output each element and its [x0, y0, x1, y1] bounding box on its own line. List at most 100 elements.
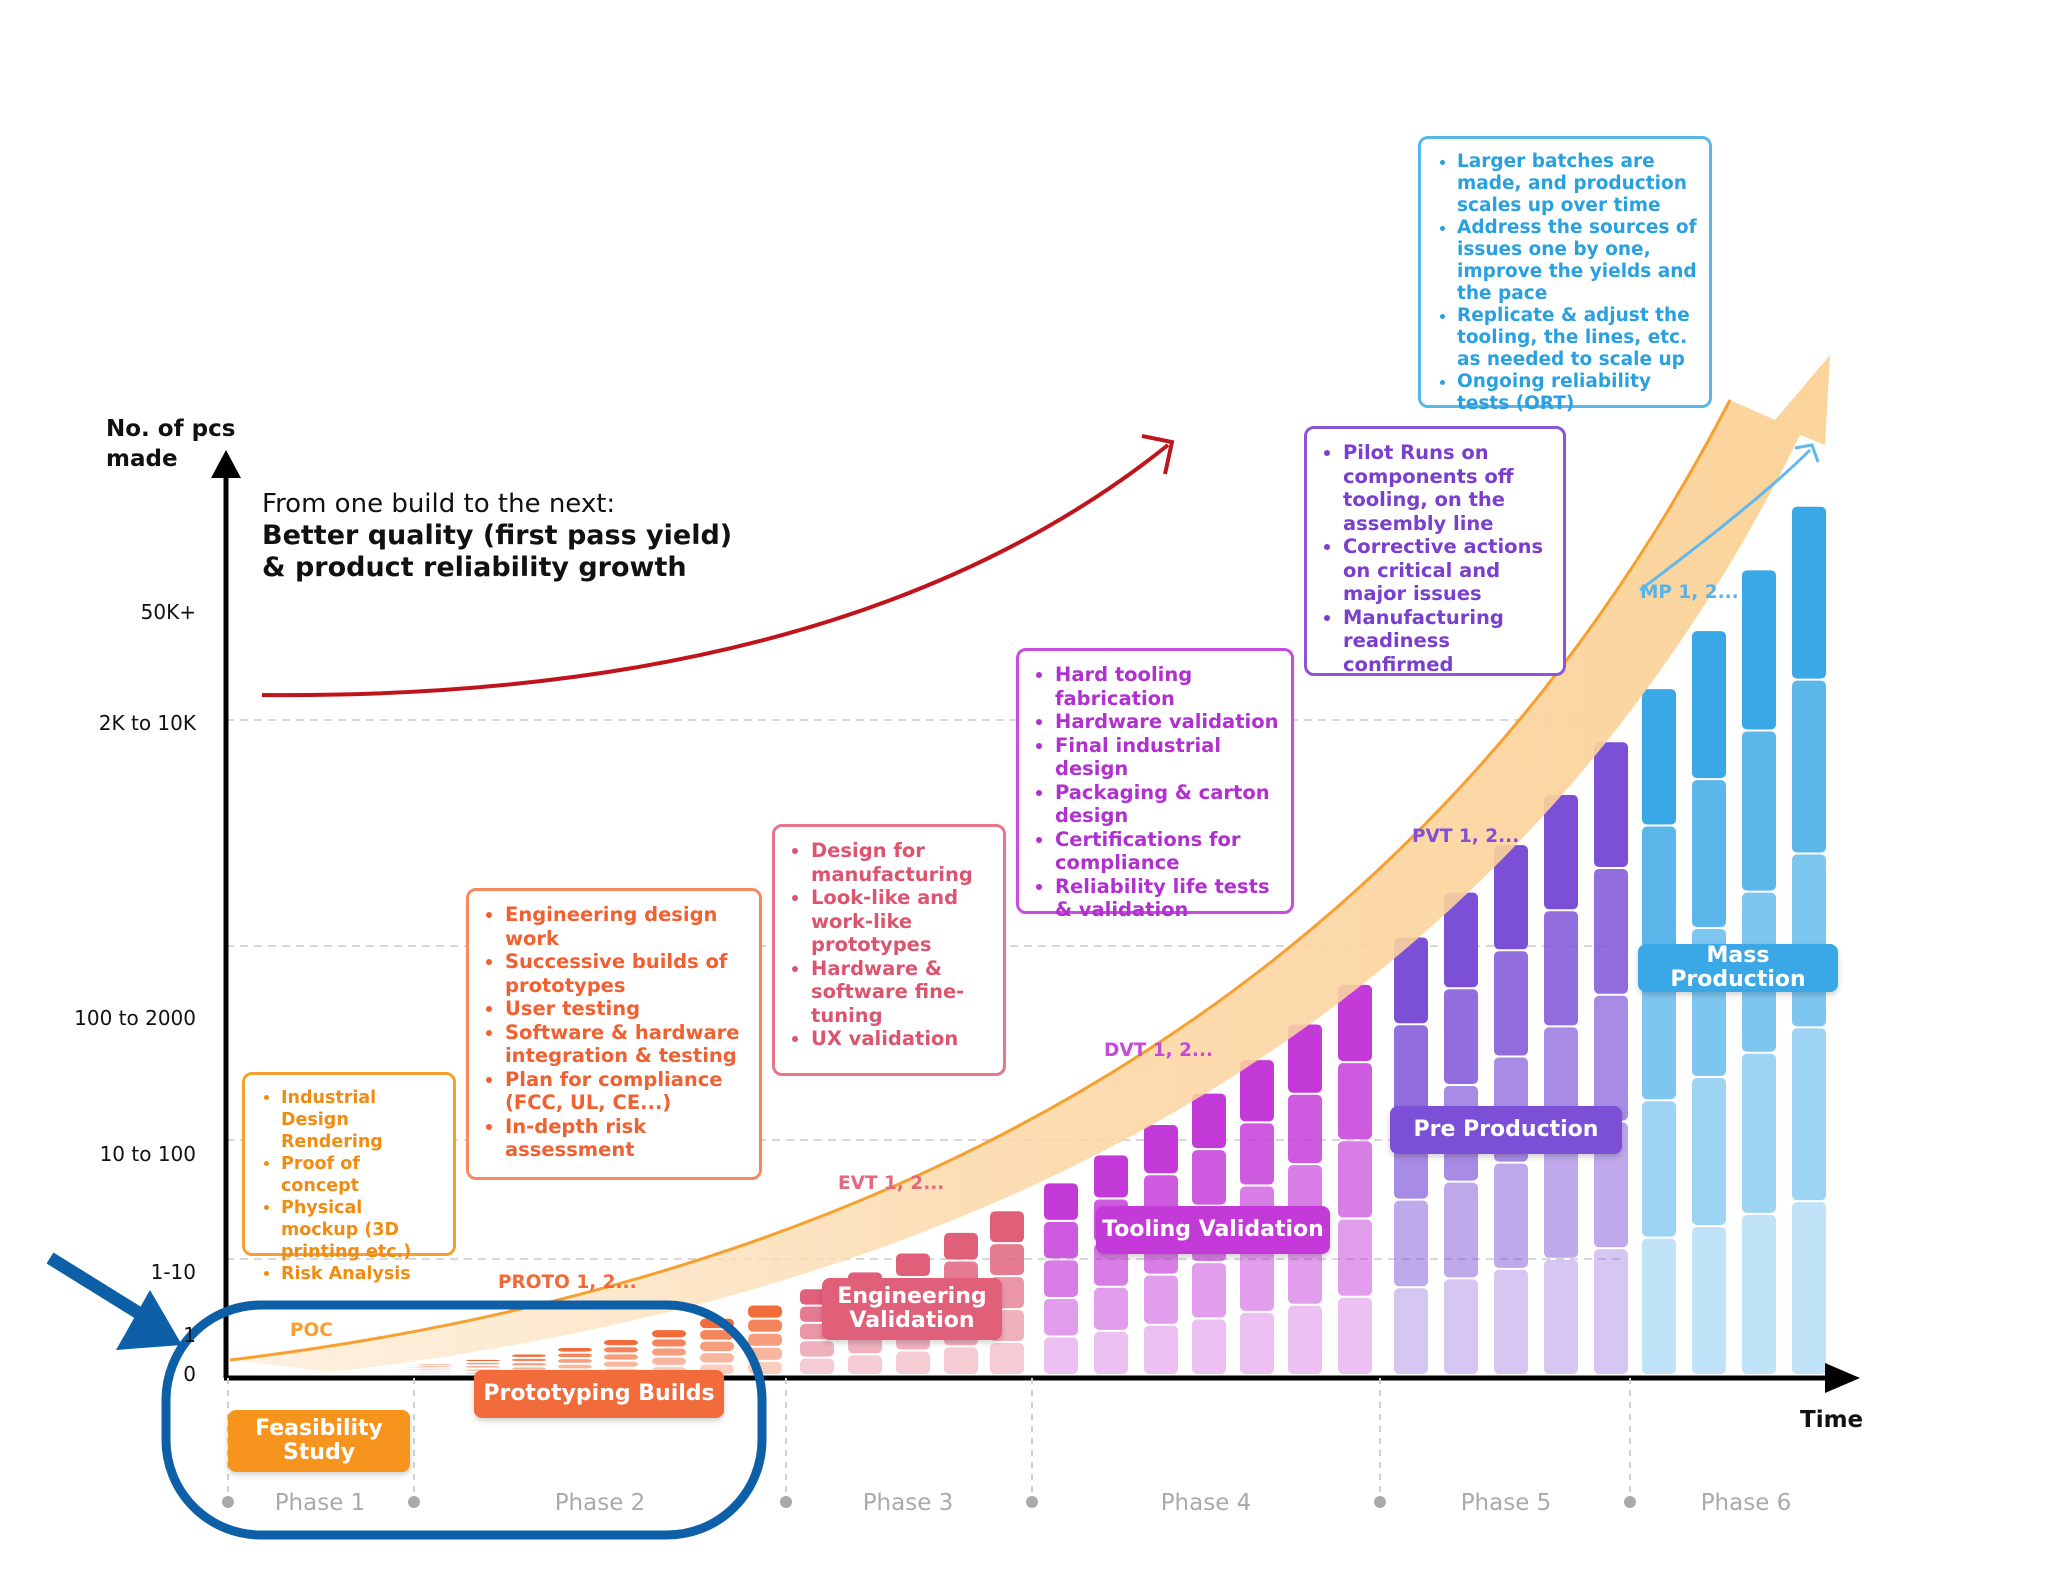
volume-bar-segment: [700, 1353, 734, 1363]
volume-bar-segment: [1692, 780, 1726, 928]
feasibility-info-box: Industrial Design RenderingProof of conc…: [242, 1072, 456, 1284]
y-axis-title-line-2: made: [106, 446, 178, 472]
note-intro: From one build to the next:: [262, 489, 616, 519]
volume-bar-segment: [558, 1359, 592, 1363]
volume-bar-segment: [1544, 1143, 1578, 1258]
volume-bar-segment: [1444, 1279, 1478, 1374]
volume-bar-segment: [512, 1367, 546, 1370]
info-bullet: Pilot Runs on components off tooling, on…: [1343, 441, 1551, 535]
band-edge-line-blue: [1639, 448, 1812, 592]
y-axis-title: No. of pcs made: [106, 414, 235, 474]
volume-bar-segment: [1044, 1337, 1078, 1374]
y-axis-title-line-1: No. of pcs: [106, 416, 236, 442]
highlight-arrow-head: [116, 1290, 182, 1350]
build-label-pvt: PVT 1, 2...: [1412, 826, 1520, 847]
phase-3-label: Phase 3: [862, 1490, 954, 1516]
volume-bar-segment: [1094, 1243, 1128, 1286]
volume-bar-segment: [1192, 1319, 1226, 1374]
info-bullet: Hardware & software fine-tuning: [811, 957, 991, 1028]
volume-bar-segment: [1642, 963, 1676, 1100]
volume-bar-segment: [1692, 1078, 1726, 1226]
volume-bar-segment: [1444, 989, 1478, 1084]
volume-bar-segment: [604, 1347, 638, 1353]
prototyping-list: Engineering design workSuccessive builds…: [479, 903, 747, 1162]
volume-bar-segment: [1742, 570, 1776, 730]
volume-bar-segment: [1792, 1202, 1826, 1374]
volume-bar-segment: [1044, 1183, 1078, 1220]
engineering-list: Design for manufacturingLook-like and wo…: [785, 839, 991, 1051]
volume-bar-segment: [748, 1333, 782, 1346]
phase-5-label: Phase 5: [1460, 1490, 1552, 1516]
phase-dot: [1026, 1496, 1038, 1508]
stage-tooling-validation: Tooling Validation: [1096, 1206, 1330, 1254]
volume-bar-segment: [1544, 1259, 1578, 1374]
volume-bar-segment: [1444, 1182, 1478, 1278]
build-label-evt: EVT 1, 2...: [838, 1173, 945, 1194]
volume-bar-segment: [1544, 795, 1578, 910]
phase-dividers: [222, 1378, 1636, 1508]
x-axis-arrowhead: [1825, 1363, 1860, 1393]
volume-bar-segment: [1692, 1227, 1726, 1374]
y-tick-1-10: 1-10: [150, 1260, 196, 1284]
y-axis-arrowhead: [211, 450, 241, 478]
volume-bar-segment: [652, 1330, 686, 1338]
quality-growth-arrow: [261, 443, 1170, 698]
volume-bar-segment: [512, 1354, 546, 1357]
volume-bar-segment: [1044, 1260, 1078, 1297]
volume-bar-segment: [800, 1341, 834, 1357]
volume-bar-segment: [700, 1341, 734, 1352]
volume-bar-segment: [896, 1253, 930, 1277]
y-tick-2k-10k: 2K to 10K: [98, 711, 196, 735]
volume-bar-segment: [1642, 1101, 1676, 1237]
info-bullet: Certifications for compliance: [1055, 828, 1279, 875]
volume-bar-segment: [558, 1347, 592, 1352]
info-bullet: User testing: [505, 997, 747, 1021]
prototyping-info-box: Engineering design workSuccessive builds…: [466, 888, 762, 1180]
volume-bar-segment: [466, 1363, 500, 1365]
volume-bar-segment: [1192, 1150, 1226, 1205]
volume-bar-segment: [944, 1232, 978, 1260]
stage-feasibility-study: Feasibility Study: [228, 1410, 410, 1472]
volume-bar-segment: [1094, 1155, 1128, 1198]
volume-bar-segment: [1094, 1287, 1128, 1330]
volume-bar-segment: [800, 1358, 834, 1374]
info-bullet: Replicate & adjust the tooling, the line…: [1457, 305, 1697, 371]
volume-bar-segment: [652, 1339, 686, 1347]
phase-1-label: Phase 1: [274, 1490, 366, 1516]
volume-bar-segment: [1338, 1063, 1372, 1140]
volume-bar-segment: [1394, 937, 1428, 1024]
volume-bar-segment: [1240, 1249, 1274, 1311]
growth-band-arrow: [230, 355, 1830, 1372]
info-bullet: Software & hardware integration & testin…: [505, 1021, 747, 1068]
volume-bar-segment: [604, 1339, 638, 1346]
volume-bar-segment: [466, 1366, 500, 1368]
volume-bar-segment: [848, 1355, 882, 1374]
tooling-list: Hard tooling fabricationHardware validat…: [1029, 663, 1279, 922]
info-bullet: Physical mockup (3D printing etc.): [281, 1197, 441, 1263]
volume-bar-segment: [652, 1348, 686, 1356]
volume-bar-segment: [604, 1354, 638, 1360]
volume-bar-segment: [1792, 1028, 1826, 1201]
volume-bar-segment: [604, 1361, 638, 1367]
y-tick-0: 0: [183, 1362, 196, 1386]
highlight-arrow-shaft: [46, 1252, 154, 1326]
volume-bar-segment: [1594, 742, 1628, 868]
pre-production-info-box: Pilot Runs on components off tooling, on…: [1304, 426, 1566, 676]
volume-bar-segment: [1494, 1163, 1528, 1268]
band-arrow-tip-blue: [1794, 443, 1820, 463]
info-bullet: Industrial Design Rendering: [281, 1087, 441, 1153]
volume-bar-segment: [558, 1364, 592, 1369]
volume-bar-segment: [1394, 1288, 1428, 1374]
volume-bar-segment: [990, 1211, 1024, 1243]
volume-bar-segment: [1642, 826, 1676, 962]
info-bullet: Reliability life tests & validation: [1055, 875, 1279, 922]
info-bullet: Hard tooling fabrication: [1055, 663, 1279, 710]
volume-bar-segment: [1192, 1093, 1226, 1149]
volume-bar-segment: [1240, 1312, 1274, 1374]
quality-growth-note: From one build to the next: Better quali…: [262, 488, 732, 584]
volume-bar-segment: [1742, 1214, 1776, 1374]
volume-bar-segment: [1742, 731, 1776, 891]
volume-bar-segment: [944, 1347, 978, 1374]
volume-bar-segment: [1742, 1053, 1776, 1213]
y-tick-1: 1: [183, 1323, 196, 1347]
